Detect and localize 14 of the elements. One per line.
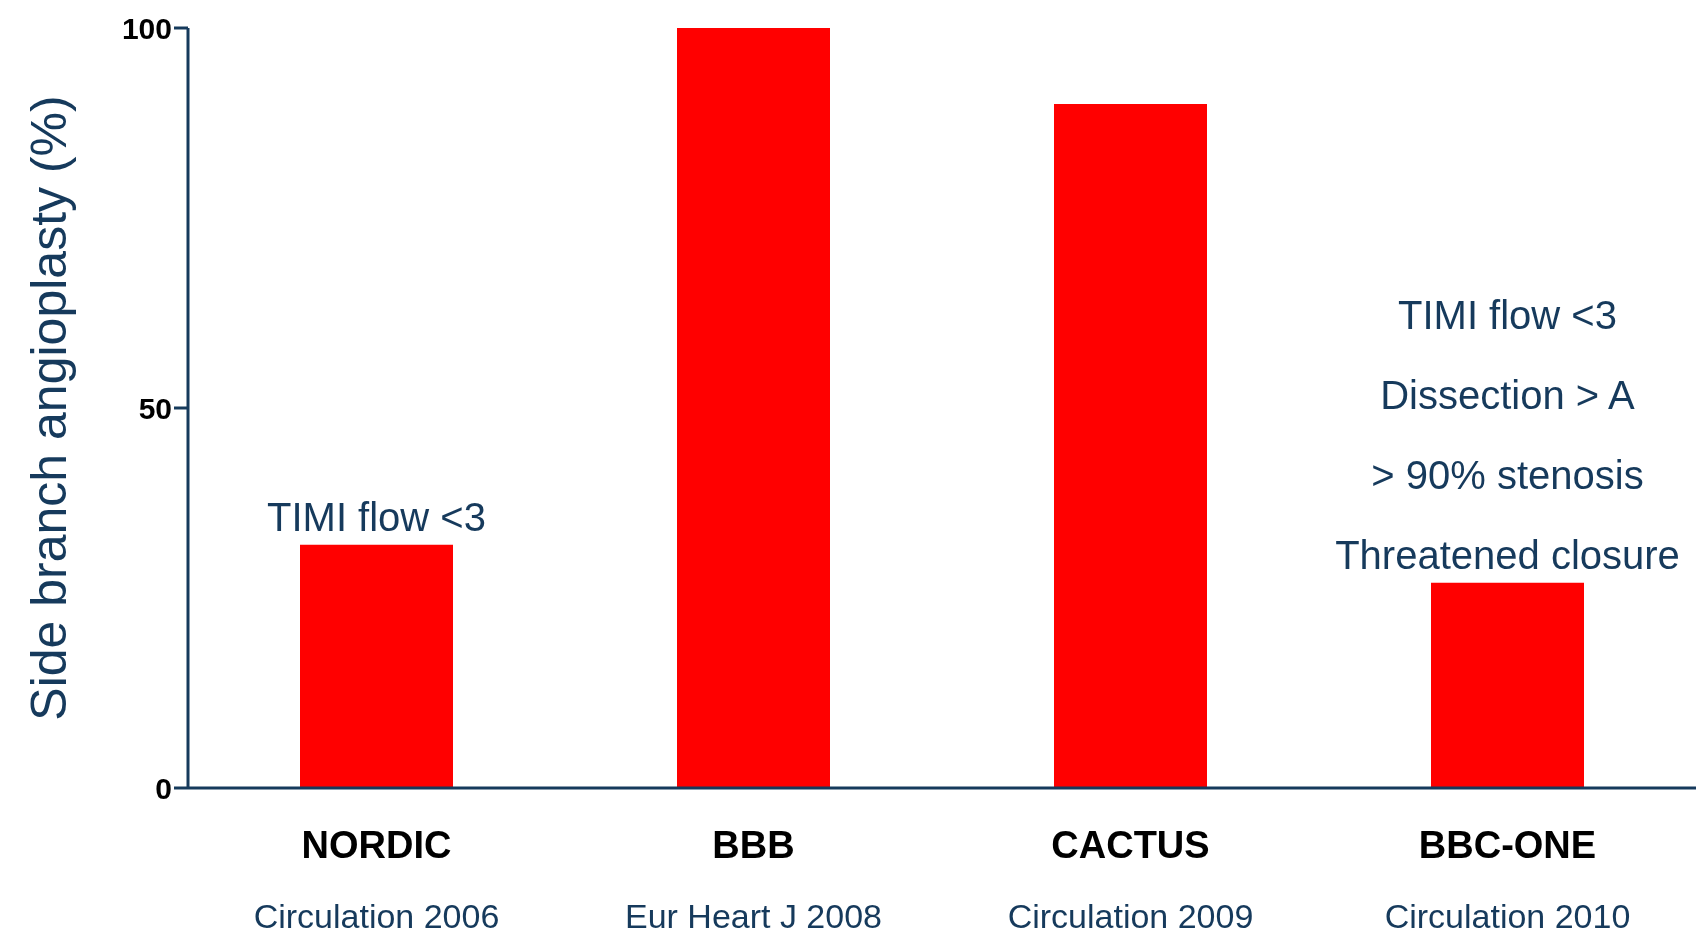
x-tick-label: CACTUS Circulation 2009 bbox=[1007, 824, 1254, 935]
x-tick-label: NORDIC Circulation 2006 bbox=[253, 824, 500, 935]
annotation: TIMI flow <3 Dissection > A > 90% stenosis Threatened closure bbox=[1335, 292, 1680, 577]
bar bbox=[1431, 582, 1584, 788]
bar bbox=[677, 28, 830, 788]
bar bbox=[300, 544, 453, 788]
y-tick-label: 50 bbox=[138, 391, 172, 425]
annotation: TIMI flow <3 bbox=[267, 494, 486, 539]
x-tick-label: BBC-ONE Circulation 2010 bbox=[1384, 824, 1631, 935]
bar bbox=[1054, 104, 1207, 788]
y-tick-label: 100 bbox=[121, 11, 172, 45]
y-tick-label: 0 bbox=[155, 771, 172, 805]
x-tick-label: BBB Eur Heart J 2008 bbox=[624, 824, 883, 935]
y-axis-title: Side branch angioplasty (%) bbox=[20, 95, 77, 721]
